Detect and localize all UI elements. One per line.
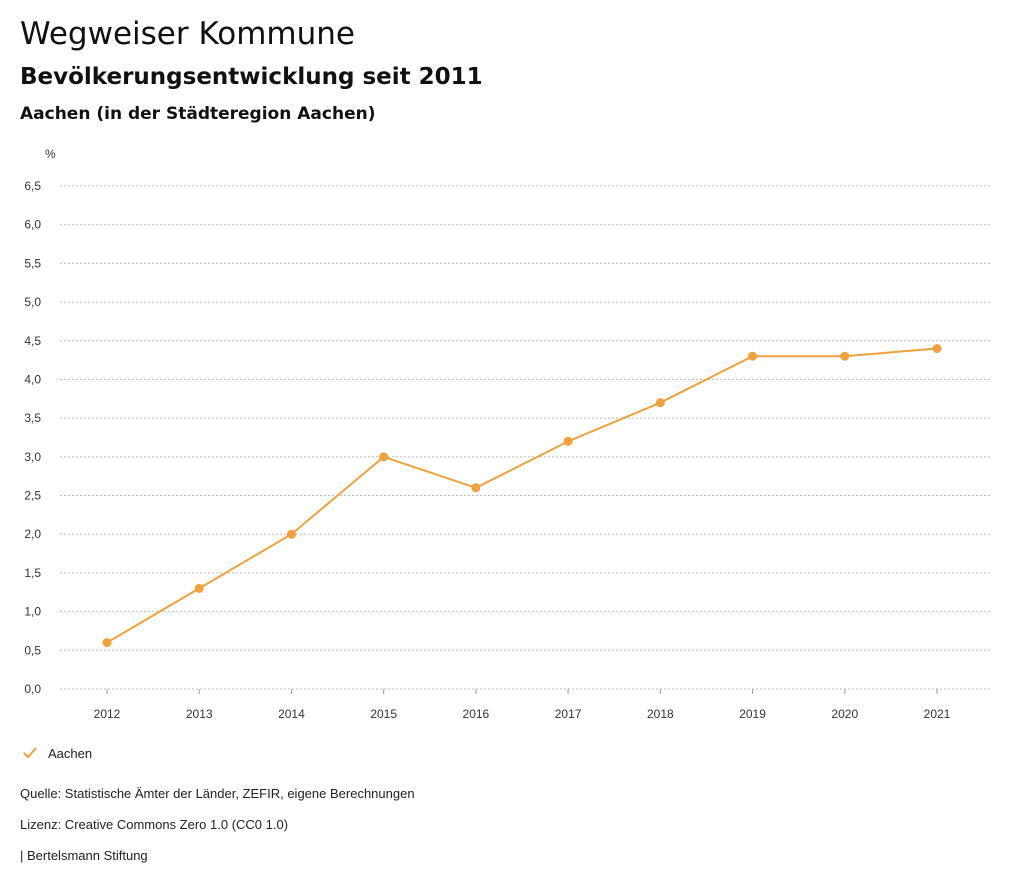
source-note: Quelle: Statistische Ämter der Länder, Z… bbox=[20, 786, 415, 801]
data-point bbox=[286, 529, 296, 539]
check-icon bbox=[23, 747, 37, 759]
y-tick-label: 3,0 bbox=[24, 450, 41, 464]
line-chart: 0,0 0,5 1,0 1,5 2,0 2,5 3,0 3,5 4,0 4,5 5,0 5,5 6,0 6… bbox=[24, 179, 990, 721]
y-tick-label: 5,5 bbox=[24, 256, 41, 270]
y-tick-label: 2,5 bbox=[24, 489, 41, 503]
y-tick-label: 6,5 bbox=[24, 179, 41, 193]
data-point bbox=[471, 483, 481, 493]
x-tick-label: 2021 bbox=[924, 707, 951, 721]
data-point bbox=[102, 638, 112, 648]
data-point bbox=[840, 351, 850, 361]
x-tick-label: 2014 bbox=[278, 707, 305, 721]
data-point bbox=[932, 344, 942, 354]
y-tick-label: 0,0 bbox=[24, 682, 41, 696]
legend-label-aachen: Aachen bbox=[48, 745, 93, 761]
data-point bbox=[563, 436, 573, 446]
y-axis-ticks: 0,0 0,5 1,0 1,5 2,0 2,5 3,0 3,5 4,0 4,5 5,0 5,5 6,0 6… bbox=[24, 179, 41, 696]
x-tick-label: 2019 bbox=[739, 707, 766, 721]
chart-subtitle: Bevölkerungsentwicklung seit 2011 bbox=[20, 64, 483, 90]
y-tick-label: 3,5 bbox=[24, 411, 41, 425]
y-tick-label: 4,0 bbox=[24, 372, 41, 386]
x-tick-label: 2020 bbox=[831, 707, 858, 721]
data-point bbox=[655, 398, 665, 408]
data-point bbox=[748, 351, 758, 361]
x-tick-label: 2015 bbox=[370, 707, 397, 721]
grid-lines bbox=[60, 185, 990, 690]
series-aachen bbox=[102, 344, 942, 648]
x-tick-label: 2012 bbox=[94, 707, 121, 721]
license-note: Lizenz: Creative Commons Zero 1.0 (CC0 1… bbox=[20, 817, 289, 832]
region-label: Aachen (in der Städteregion Aachen) bbox=[20, 104, 376, 124]
data-point bbox=[379, 452, 389, 462]
y-tick-label: 4,5 bbox=[24, 334, 41, 348]
y-tick-label: 0,5 bbox=[24, 643, 41, 657]
x-tick-label: 2018 bbox=[647, 707, 674, 721]
legend[interactable]: Aachen bbox=[22, 745, 92, 761]
x-tick-label: 2016 bbox=[463, 707, 490, 721]
x-axis-ticks: 2012 2013 2014 2015 2016 2017 2018 2019 2020 2021 bbox=[94, 689, 951, 721]
y-tick-label: 5,0 bbox=[24, 295, 41, 309]
y-tick-label: 1,5 bbox=[24, 566, 41, 580]
x-tick-label: 2017 bbox=[555, 707, 582, 721]
page-title: Wegweiser Kommune bbox=[20, 16, 355, 52]
x-tick-label: 2013 bbox=[186, 707, 213, 721]
y-tick-label: 6,0 bbox=[24, 218, 41, 232]
y-tick-label: 2,0 bbox=[24, 527, 41, 541]
y-tick-label: 1,0 bbox=[24, 605, 41, 619]
data-point bbox=[194, 583, 204, 593]
series-line bbox=[106, 347, 938, 644]
publisher-note: | Bertelsmann Stiftung bbox=[20, 848, 148, 863]
y-unit-label: % bbox=[45, 147, 56, 161]
